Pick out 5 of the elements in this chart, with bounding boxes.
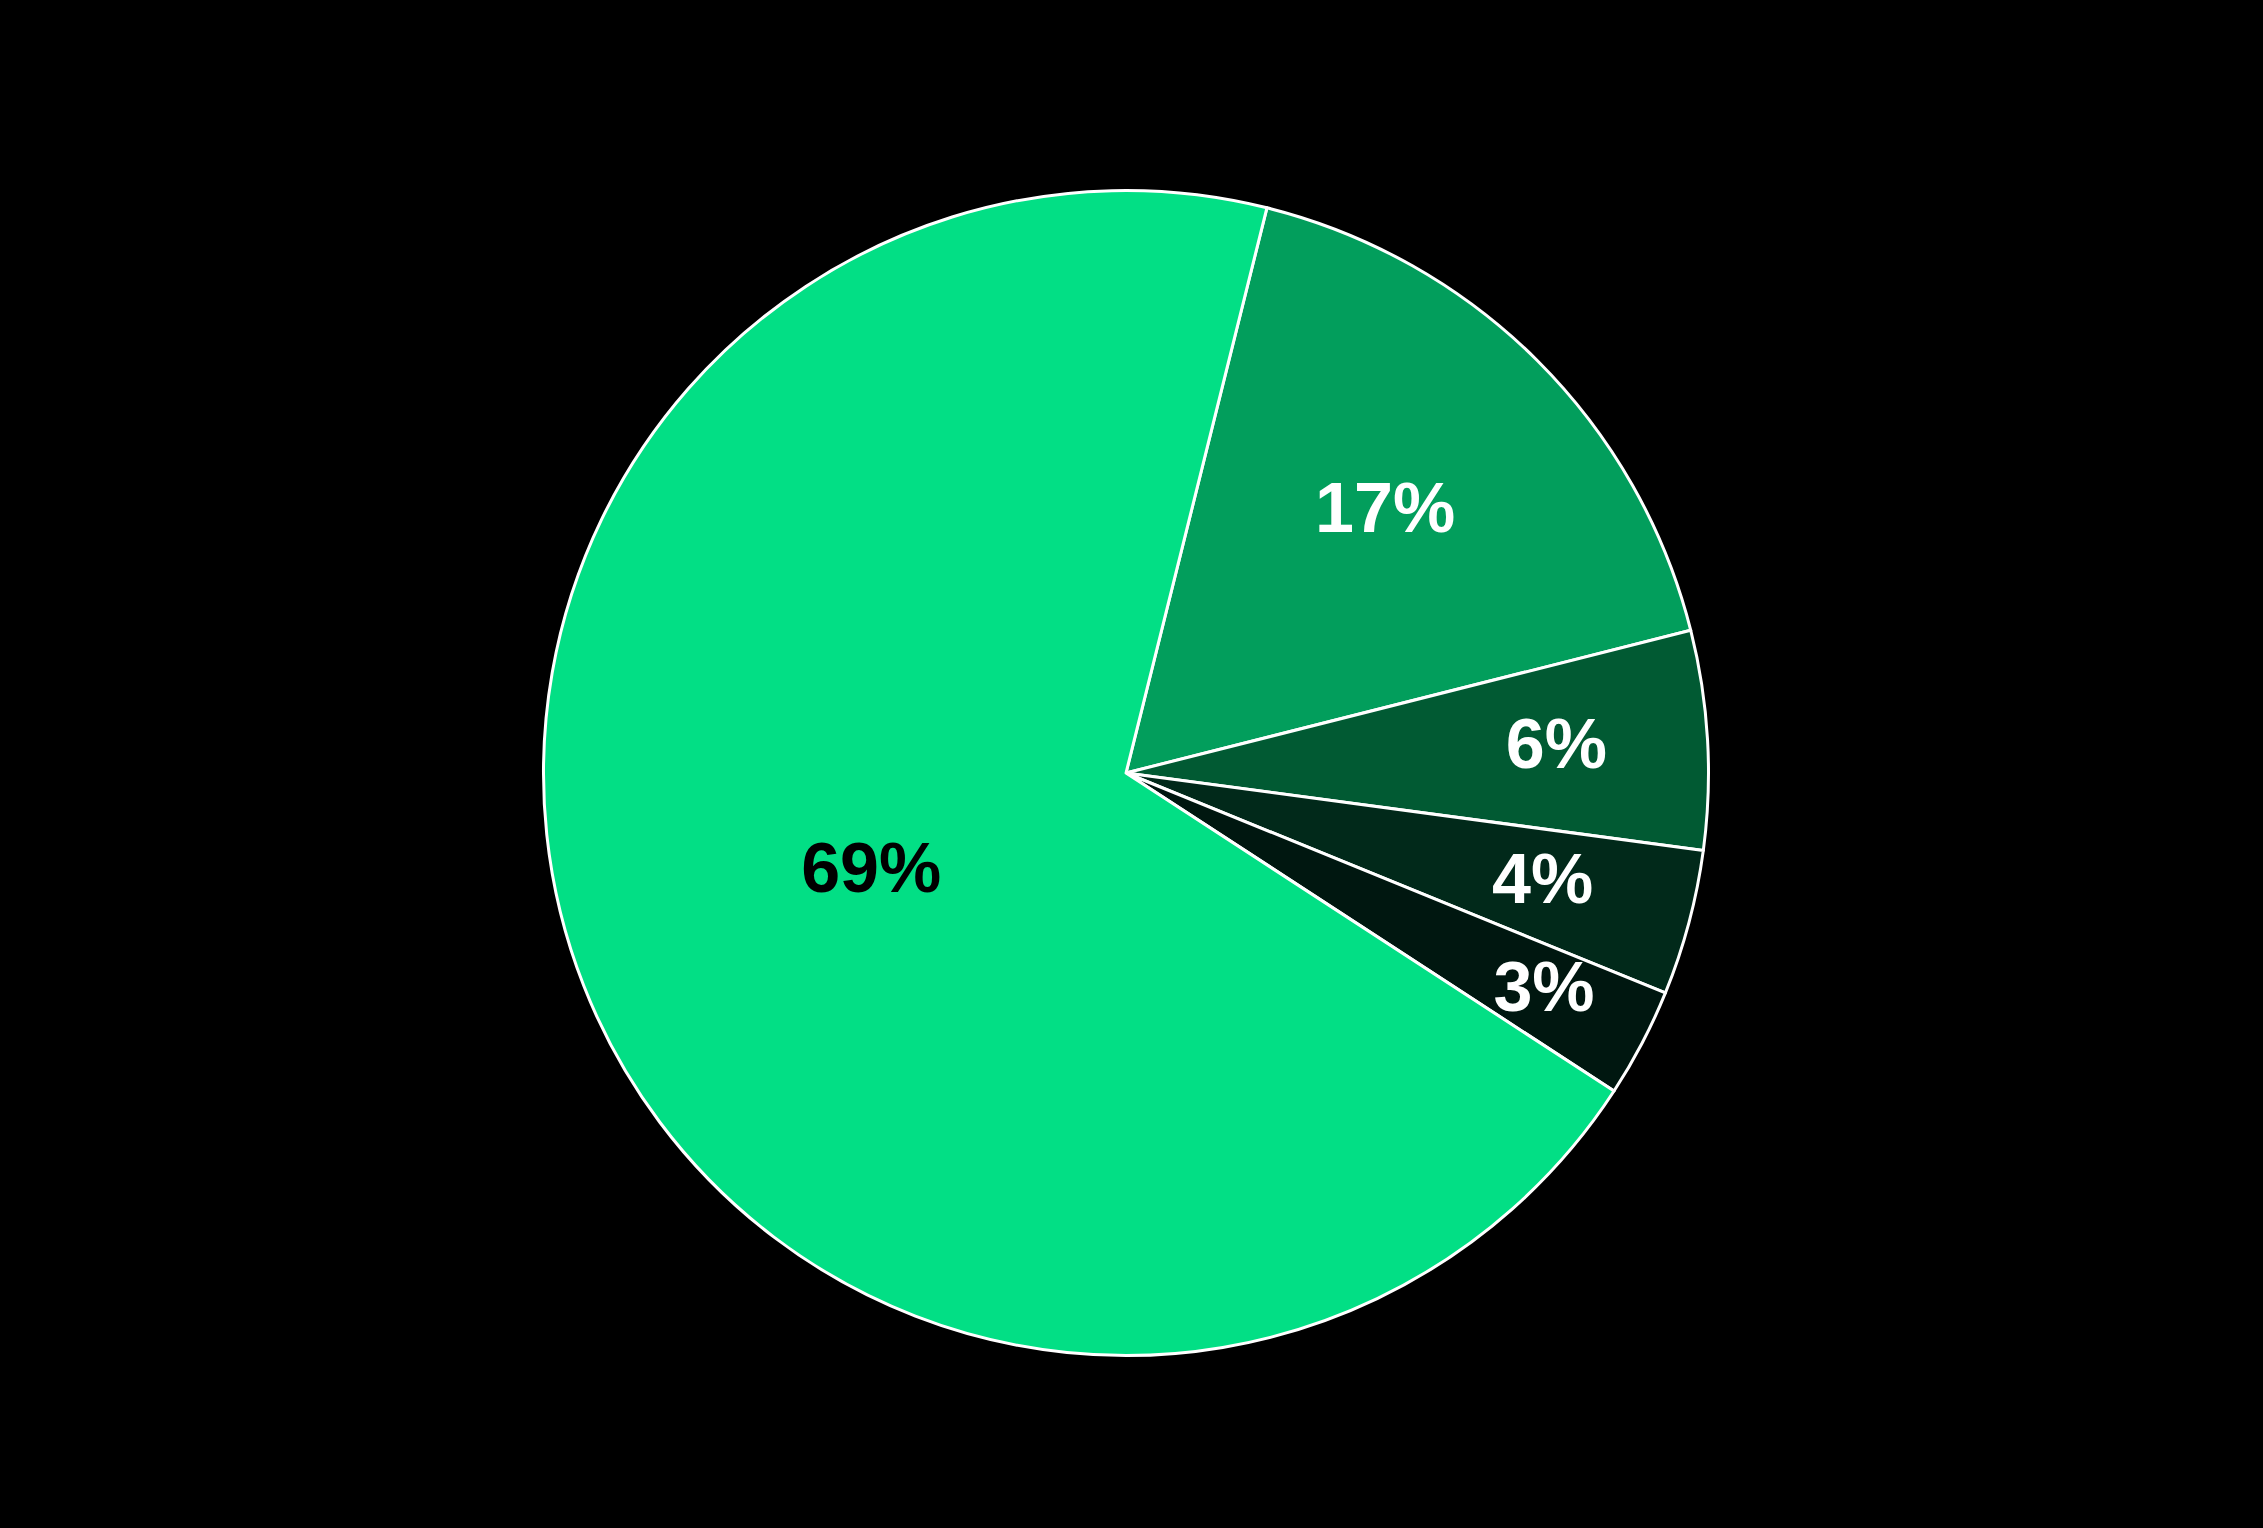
data-label: 3% — [1493, 948, 1595, 1027]
data-label: 6% — [1505, 704, 1607, 783]
data-label: 4% — [1491, 840, 1594, 919]
data-label: 17% — [1315, 469, 1456, 548]
data-label: 69% — [801, 829, 942, 908]
